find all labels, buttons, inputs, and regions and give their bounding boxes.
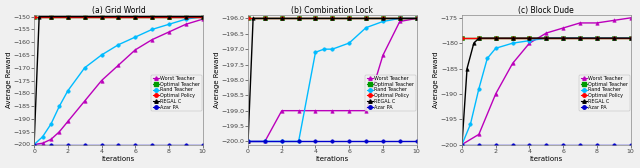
X-axis label: Iterations: Iterations <box>316 156 349 162</box>
Y-axis label: Average Reward: Average Reward <box>6 52 12 108</box>
Legend: Worst Teacher, Optimal Teacher, Rand Teacher, Optimal Policy, REGAL C, Azar PA: Worst Teacher, Optimal Teacher, Rand Tea… <box>152 75 202 111</box>
X-axis label: Iterations: Iterations <box>102 156 135 162</box>
Y-axis label: Average Reward: Average Reward <box>214 52 220 108</box>
Legend: Worst Teacher, Optimal Teacher, Rand Teacher, Optimal Policy, REGAL C, Azar PA: Worst Teacher, Optimal Teacher, Rand Tea… <box>365 75 415 111</box>
Title: (b) Combination Lock: (b) Combination Lock <box>291 6 373 15</box>
X-axis label: Iterations: Iterations <box>530 156 563 162</box>
Y-axis label: Average Reward: Average Reward <box>433 52 440 108</box>
Title: (a) Grid World: (a) Grid World <box>92 6 145 15</box>
Legend: Worst Teacher, Optimal Teacher, Rand Teacher, Optimal Policy, REGAL C, Azar PA: Worst Teacher, Optimal Teacher, Rand Tea… <box>579 75 630 111</box>
Title: (c) Block Dude: (c) Block Dude <box>518 6 574 15</box>
